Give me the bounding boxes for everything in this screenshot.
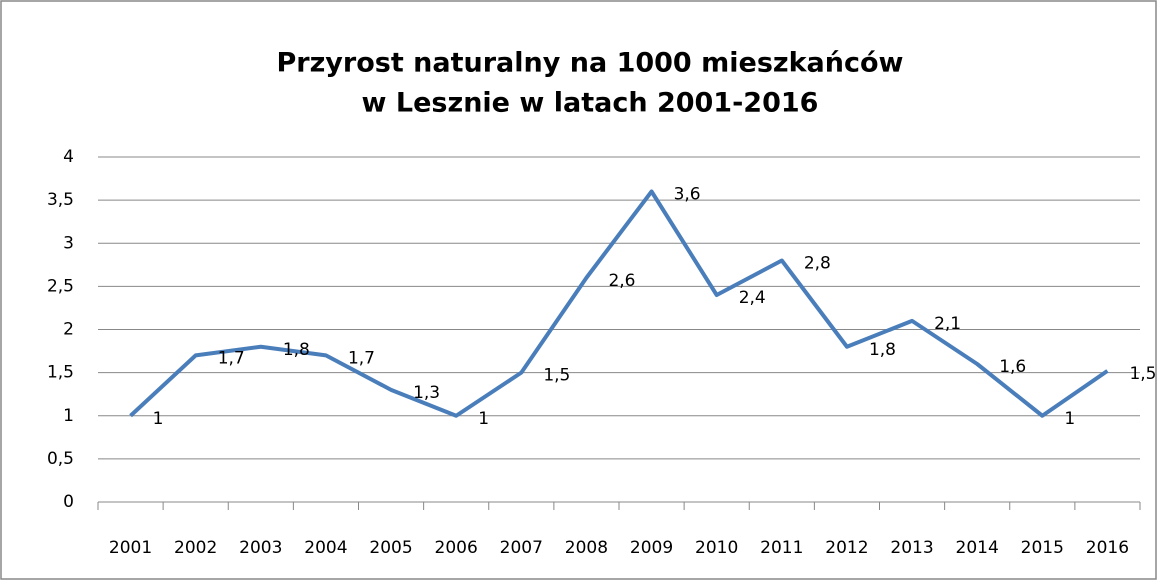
x-tick-label: 2015 — [1021, 538, 1064, 558]
data-label: 3,6 — [674, 185, 701, 205]
x-tick-label: 2004 — [304, 538, 347, 558]
x-tick-label: 2010 — [695, 538, 738, 558]
x-tick-label: 2007 — [500, 538, 543, 558]
data-label: 2,1 — [934, 314, 961, 334]
data-label: 1 — [478, 409, 489, 429]
data-label: 1,5 — [543, 366, 570, 386]
y-tick-label: 2 — [63, 320, 74, 340]
y-tick-label: 2,5 — [47, 276, 74, 296]
data-label: 1,7 — [218, 348, 245, 368]
x-tick-label: 2016 — [1086, 538, 1129, 558]
data-label: 1,8 — [283, 340, 310, 360]
x-tick-label: 2011 — [760, 538, 803, 558]
line-series — [129, 189, 1109, 418]
x-tick-label: 2006 — [435, 538, 478, 558]
y-tick-label: 3,5 — [47, 190, 74, 210]
chart-title: w Lesznie w latach 2001-2016 — [362, 88, 819, 119]
data-label: 1,52 — [1129, 364, 1157, 384]
y-tick-label: 1,5 — [47, 363, 74, 383]
data-label: 2,4 — [739, 288, 766, 308]
x-tick-label: 2002 — [174, 538, 217, 558]
x-tick-label: 2012 — [825, 538, 868, 558]
data-label: 1,3 — [413, 383, 440, 403]
y-tick-label: 0 — [63, 492, 74, 512]
data-label: 1 — [1064, 409, 1075, 429]
y-tick-label: 4 — [63, 147, 74, 167]
y-tick-label: 0,5 — [47, 449, 74, 469]
x-tick-label: 2003 — [239, 538, 282, 558]
data-label: 1,6 — [999, 357, 1026, 377]
x-tick-label: 2013 — [890, 538, 933, 558]
x-tick-label: 2008 — [565, 538, 608, 558]
data-label: 2,6 — [608, 271, 635, 291]
x-tick-label: 2001 — [109, 538, 152, 558]
data-label: 1,8 — [869, 340, 896, 360]
x-tick-label: 2009 — [630, 538, 673, 558]
x-tick-label: 2014 — [956, 538, 999, 558]
chart-title: Przyrost naturalny na 1000 mieszkańców — [276, 48, 903, 79]
y-tick-label: 1 — [63, 406, 74, 426]
data-label: 2,8 — [804, 254, 831, 274]
data-label: 1 — [153, 409, 164, 429]
data-label: 1,7 — [348, 348, 375, 368]
y-tick-label: 3 — [63, 233, 74, 253]
x-tick-label: 2005 — [369, 538, 412, 558]
